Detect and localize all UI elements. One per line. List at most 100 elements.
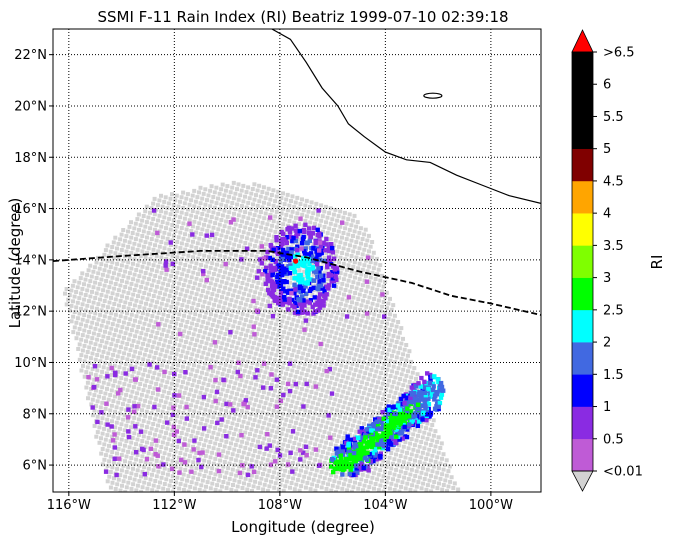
swath-pixel bbox=[139, 474, 143, 479]
swath-pixel bbox=[382, 407, 387, 412]
rain-pixel bbox=[278, 295, 284, 300]
swath-pixel bbox=[296, 350, 301, 354]
swath-pixel bbox=[361, 391, 366, 396]
swath-pixel bbox=[180, 256, 185, 261]
swath-pixel bbox=[210, 466, 215, 471]
swath-pixel bbox=[361, 329, 366, 334]
swath-pixel bbox=[118, 329, 123, 334]
swath-pixel bbox=[287, 454, 292, 459]
swath-pixel bbox=[377, 329, 382, 334]
rain-pixel bbox=[301, 309, 307, 314]
swath-pixel bbox=[143, 286, 148, 291]
swath-pixel bbox=[394, 340, 399, 344]
swath-pixel bbox=[210, 353, 215, 358]
rain-pixel bbox=[346, 445, 352, 451]
swath-pixel bbox=[324, 312, 329, 317]
swath-pixel bbox=[94, 276, 99, 280]
swath-pixel bbox=[234, 489, 239, 492]
swath-pixel bbox=[121, 228, 126, 232]
swath-pixel bbox=[224, 409, 228, 414]
swath-pixel bbox=[264, 478, 269, 483]
swath-pixel bbox=[235, 187, 239, 192]
rain-pixel bbox=[303, 284, 308, 289]
swath-pixel bbox=[236, 433, 241, 438]
swath-pixel bbox=[156, 485, 161, 490]
rain-pixel bbox=[339, 448, 345, 454]
swath-pixel bbox=[307, 333, 312, 337]
swath-pixel bbox=[130, 389, 135, 394]
swath-pixel bbox=[377, 344, 382, 349]
rain-pixel bbox=[436, 404, 441, 409]
swath-pixel bbox=[350, 408, 355, 413]
swath-pixel bbox=[338, 286, 343, 291]
swath-pixel bbox=[207, 301, 212, 306]
rain-pixel bbox=[315, 227, 320, 232]
swath-pixel bbox=[263, 196, 268, 201]
swath-pixel bbox=[159, 429, 164, 434]
swath-pixel bbox=[151, 263, 156, 268]
swath-pixel bbox=[289, 276, 294, 281]
swath-pixel bbox=[185, 366, 190, 371]
rain-pixel bbox=[281, 266, 286, 271]
swath-pixel bbox=[118, 442, 123, 447]
rain-pixel bbox=[293, 275, 299, 281]
rain-pixel bbox=[338, 457, 344, 462]
rain-pixel bbox=[419, 403, 424, 409]
swath-pixel bbox=[212, 302, 217, 307]
swath-pixel bbox=[233, 442, 238, 447]
swath-pixel bbox=[225, 450, 230, 455]
swath-pixel bbox=[261, 487, 266, 492]
swath-pixel bbox=[353, 352, 358, 357]
swath-pixel bbox=[104, 309, 109, 314]
swath-pixel bbox=[406, 461, 411, 466]
swath-pixel bbox=[259, 302, 264, 307]
swath-pixel bbox=[375, 461, 379, 466]
rain-pixel bbox=[275, 264, 280, 269]
swath-pixel bbox=[160, 235, 165, 240]
swath-pixel bbox=[373, 323, 378, 328]
swath-pixel bbox=[116, 400, 121, 405]
swath-pixel bbox=[227, 399, 232, 404]
swath-pixel bbox=[361, 314, 366, 319]
rain-pixel bbox=[406, 403, 411, 408]
rain-pixel bbox=[368, 459, 373, 464]
swath-pixel bbox=[184, 401, 189, 406]
swath-pixel bbox=[218, 489, 223, 492]
swath-pixel bbox=[337, 352, 342, 357]
swath-pixel bbox=[294, 436, 298, 441]
swath-pixel bbox=[197, 441, 202, 446]
swath-pixel bbox=[274, 194, 279, 199]
swath-pixel bbox=[144, 220, 149, 225]
rain-pixel bbox=[391, 436, 396, 442]
swath-pixel bbox=[134, 345, 139, 349]
swath-pixel bbox=[192, 266, 197, 270]
swath-pixel bbox=[443, 478, 448, 483]
rain-pixel bbox=[428, 377, 433, 382]
swath-pixel bbox=[236, 402, 241, 407]
swath-pixel bbox=[372, 389, 377, 394]
swath-pixel bbox=[143, 460, 148, 465]
swath-pixel bbox=[195, 210, 200, 215]
swath-pixel bbox=[198, 232, 203, 236]
swath-pixel bbox=[366, 392, 371, 397]
swath-pixel bbox=[402, 378, 407, 383]
rain-pixel bbox=[405, 427, 410, 432]
rain-pixel bbox=[315, 274, 320, 280]
swath-pixel bbox=[304, 198, 309, 203]
swath-pixel bbox=[244, 395, 249, 400]
swath-pixel bbox=[300, 479, 305, 484]
rain-pixel bbox=[197, 450, 202, 456]
swath-pixel bbox=[252, 228, 257, 233]
swath-pixel bbox=[284, 479, 289, 484]
swath-pixel bbox=[267, 341, 272, 345]
swath-pixel bbox=[151, 217, 156, 221]
swath-pixel bbox=[386, 332, 391, 337]
swath-pixel bbox=[136, 325, 141, 329]
rain-pixel bbox=[367, 444, 372, 449]
rain-pixel bbox=[366, 434, 371, 439]
swath-pixel bbox=[348, 479, 353, 484]
rain-pixel bbox=[426, 386, 431, 392]
swath-pixel bbox=[202, 299, 207, 304]
swath-pixel bbox=[352, 372, 357, 377]
swath-pixel bbox=[160, 332, 164, 337]
